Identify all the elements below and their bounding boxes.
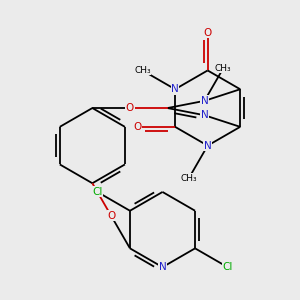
Text: CH₃: CH₃ — [215, 64, 232, 73]
Text: O: O — [134, 122, 142, 132]
Text: O: O — [203, 28, 212, 38]
Text: N: N — [204, 141, 212, 151]
Text: N: N — [201, 110, 208, 120]
Text: O: O — [107, 211, 115, 221]
Text: N: N — [171, 84, 179, 94]
Text: N: N — [201, 96, 208, 106]
Text: CH₃: CH₃ — [181, 174, 197, 183]
Text: Cl: Cl — [222, 262, 233, 272]
Text: O: O — [126, 103, 134, 113]
Text: Cl: Cl — [92, 187, 103, 197]
Text: CH₃: CH₃ — [134, 66, 151, 75]
Text: N: N — [159, 262, 167, 272]
